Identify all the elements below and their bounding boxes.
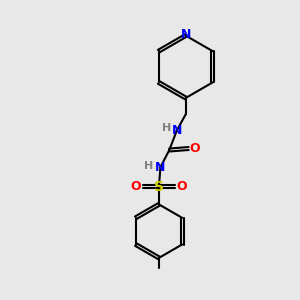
Text: N: N (155, 161, 166, 174)
Text: N: N (172, 124, 182, 137)
Text: N: N (181, 28, 191, 40)
Text: O: O (190, 142, 200, 155)
Text: H: H (145, 161, 154, 171)
Text: O: O (131, 180, 141, 193)
Text: S: S (154, 180, 164, 194)
Text: O: O (176, 180, 187, 193)
Text: H: H (162, 123, 171, 133)
